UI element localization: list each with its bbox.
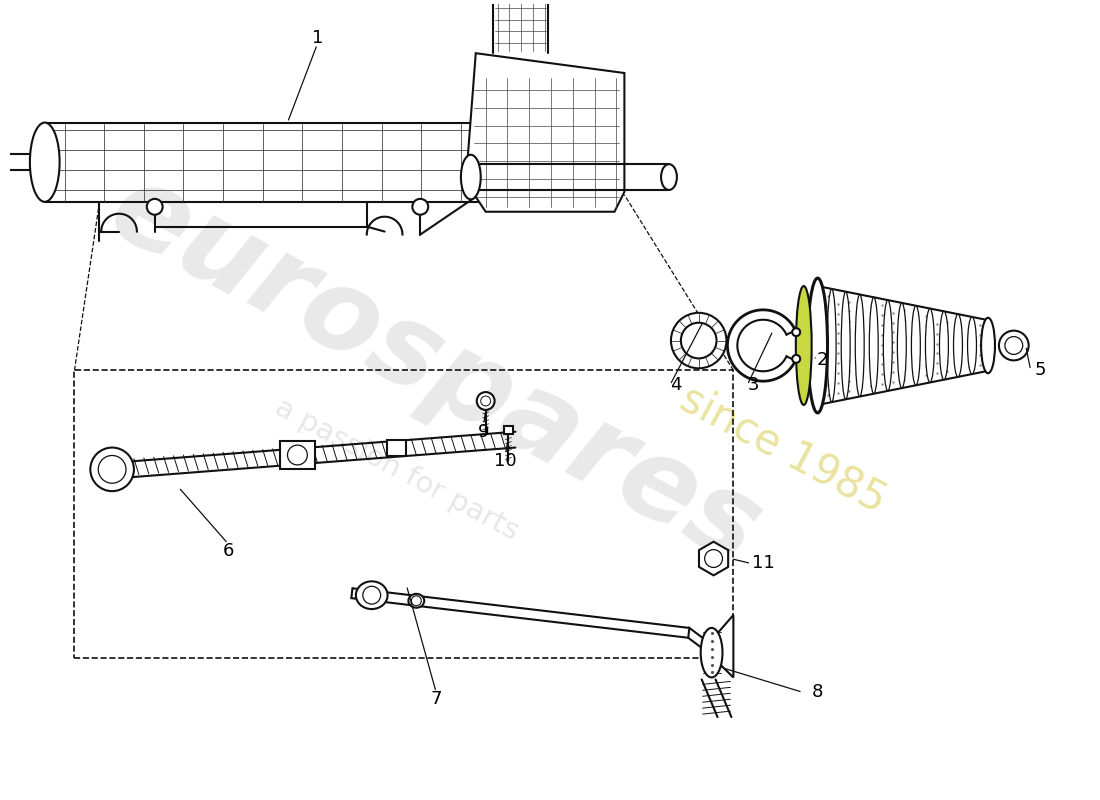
Ellipse shape — [0, 154, 7, 170]
Circle shape — [98, 455, 126, 483]
Ellipse shape — [30, 122, 59, 202]
Circle shape — [681, 322, 716, 358]
Ellipse shape — [981, 318, 996, 374]
Text: 1: 1 — [311, 30, 323, 47]
Text: a passion for parts: a passion for parts — [270, 393, 524, 546]
Text: 10: 10 — [494, 453, 517, 470]
Ellipse shape — [939, 311, 948, 380]
Text: eurospares: eurospares — [92, 152, 780, 588]
Text: 3: 3 — [748, 376, 759, 394]
Ellipse shape — [795, 286, 812, 405]
Text: 9: 9 — [477, 422, 490, 441]
Text: since 1985: since 1985 — [673, 378, 893, 522]
Polygon shape — [689, 615, 734, 678]
Text: 5: 5 — [1035, 362, 1046, 379]
Ellipse shape — [827, 289, 836, 402]
Ellipse shape — [356, 582, 387, 609]
Ellipse shape — [898, 303, 906, 388]
Circle shape — [792, 328, 800, 336]
Circle shape — [476, 392, 495, 410]
Ellipse shape — [869, 298, 878, 394]
Ellipse shape — [842, 292, 850, 399]
Circle shape — [671, 313, 726, 368]
Ellipse shape — [856, 294, 865, 397]
Circle shape — [411, 596, 421, 606]
Ellipse shape — [883, 300, 892, 391]
Bar — [279, 441, 316, 469]
Polygon shape — [466, 54, 625, 212]
Ellipse shape — [954, 314, 962, 377]
Circle shape — [412, 199, 428, 214]
Text: 8: 8 — [812, 683, 823, 702]
Ellipse shape — [461, 154, 481, 199]
Ellipse shape — [701, 628, 723, 678]
Circle shape — [792, 355, 800, 363]
Text: 7: 7 — [430, 690, 442, 708]
Circle shape — [1005, 337, 1023, 354]
Bar — [504, 426, 514, 434]
Text: 6: 6 — [222, 542, 233, 560]
Ellipse shape — [807, 278, 827, 413]
Bar — [386, 440, 406, 456]
Circle shape — [481, 396, 491, 406]
Ellipse shape — [912, 306, 921, 386]
Ellipse shape — [287, 445, 307, 465]
Circle shape — [90, 447, 134, 491]
Text: 4: 4 — [670, 376, 682, 394]
Polygon shape — [698, 542, 728, 575]
Circle shape — [999, 330, 1028, 360]
Circle shape — [363, 586, 381, 604]
Ellipse shape — [925, 309, 934, 382]
Text: 2: 2 — [817, 351, 828, 370]
Circle shape — [705, 550, 723, 567]
Ellipse shape — [408, 594, 425, 608]
Text: 11: 11 — [751, 554, 774, 573]
Polygon shape — [817, 286, 986, 405]
Bar — [75, 370, 734, 658]
Circle shape — [146, 199, 163, 214]
Ellipse shape — [661, 164, 676, 190]
Ellipse shape — [968, 317, 977, 374]
